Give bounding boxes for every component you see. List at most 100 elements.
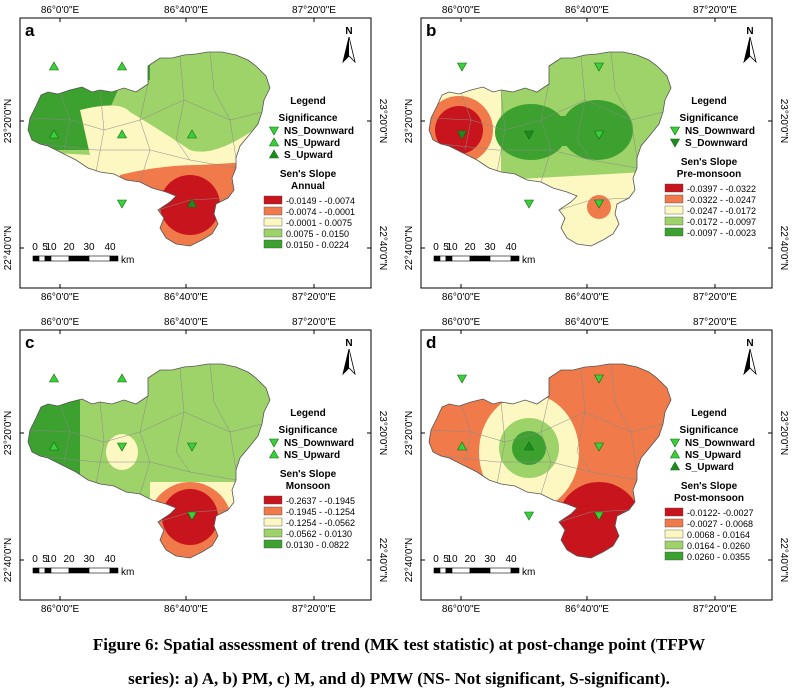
svg-text:0: 0 <box>433 242 439 253</box>
svg-text:40: 40 <box>505 554 517 565</box>
lon-label-bottom: 87°20'0"E <box>693 604 737 615</box>
ns-downward-marker <box>186 442 198 452</box>
svg-text:N: N <box>746 26 753 37</box>
lon-label-bottom: 87°20'0"E <box>292 292 336 303</box>
district-outline <box>428 51 672 247</box>
map-svg-d: 86°0'0"E 86°0'0"E 86°40'0"E 86°40'0"E 87°20'… <box>404 317 789 615</box>
scale-bar: 0 510 20 30 40 km <box>433 242 535 266</box>
legend-season: Post-monsoon <box>674 493 744 504</box>
lat-label-right: 23°20'0"N <box>778 99 789 144</box>
svg-text:0: 0 <box>433 554 439 565</box>
lon-label-top: 87°20'0"E <box>292 5 336 16</box>
svg-text:5: 5 <box>443 554 449 565</box>
map-panel-a: 86°0'0"E 86°0'0"E 86°40'0"E 86°40'0"E 87°20'… <box>0 0 397 315</box>
lat-label-right: 23°20'0"N <box>377 99 388 144</box>
svg-text:Significance: Significance <box>680 113 739 124</box>
map-panel-d: 86°0'0"E 86°0'0"E 86°40'0"E 86°40'0"E 87°20'… <box>401 312 798 627</box>
svg-text:km: km <box>121 567 134 578</box>
s-upward-marker <box>669 461 681 471</box>
svg-text:10: 10 <box>446 554 458 565</box>
legend-class-label: -0.0122- -0.0027 <box>687 508 754 518</box>
svg-text:Significance: Significance <box>279 113 338 124</box>
panel-label: c <box>25 333 34 352</box>
caption-line-1: Figure 6: Spatial assessment of trend (M… <box>92 635 706 654</box>
svg-text:km: km <box>522 255 535 266</box>
lon-label-bottom: 86°0'0"E <box>442 292 481 303</box>
ns-downward-marker <box>116 442 128 452</box>
legend-item-s_up: S_Upward <box>685 462 734 473</box>
lat-label-left: 23°20'0"N <box>3 99 14 144</box>
lat-label-right: 22°40'0"N <box>377 226 388 271</box>
svg-text:10: 10 <box>446 242 458 253</box>
svg-text:40: 40 <box>104 554 116 565</box>
lon-label-top: 86°0'0"E <box>442 317 481 328</box>
s-upward-marker <box>523 441 535 451</box>
ns-upward-marker <box>48 373 60 383</box>
legend-class-label: -0.1254 - -0.0562 <box>286 518 355 528</box>
svg-text:km: km <box>121 255 134 266</box>
caption-line-2: series): a) A, b) PM, c) M, and d) PMW (… <box>128 669 670 688</box>
lat-label-left: 23°20'0"N <box>3 411 14 456</box>
lon-label-top: 86°0'0"E <box>41 5 80 16</box>
ns-downward-marker <box>593 199 605 209</box>
lon-label-top: 86°0'0"E <box>41 317 80 328</box>
ns-upward-marker <box>186 129 198 139</box>
lon-label-bottom: 86°0'0"E <box>41 292 80 303</box>
svg-text:Legend: Legend <box>691 96 727 107</box>
legend-class-label: 0.0068 - 0.0164 <box>687 530 750 540</box>
ns-upward-marker <box>116 61 128 71</box>
ns-downward-marker <box>669 438 681 448</box>
legend-season: Monsoon <box>286 481 330 492</box>
s-downward-marker <box>523 130 535 140</box>
svg-text:N: N <box>746 338 753 349</box>
north-arrow-icon: N <box>342 26 356 64</box>
ns-downward-marker <box>593 130 605 140</box>
s-upward-marker <box>186 198 198 208</box>
ns-upward-marker <box>268 137 280 147</box>
svg-text:Sen's Slope: Sen's Slope <box>280 469 337 480</box>
legend-item-ns_down: NS_Downward <box>284 438 354 449</box>
ns-downward-marker <box>593 442 605 452</box>
svg-text:30: 30 <box>83 554 95 565</box>
lon-label-bottom: 86°40'0"E <box>164 604 208 615</box>
legend-class-label: -0.0149 - -0.0074 <box>286 196 355 206</box>
legend-item-ns_up: NS_Upward <box>284 138 340 149</box>
ns-upward-marker <box>48 61 60 71</box>
ns-downward-marker <box>116 199 128 209</box>
lon-label-bottom: 86°40'0"E <box>565 604 609 615</box>
svg-text:0: 0 <box>32 554 38 565</box>
panel-label: d <box>426 333 436 352</box>
ns-upward-marker <box>116 129 128 139</box>
legend-class-label: 0.0130 - 0.0822 <box>286 540 349 550</box>
district-outline <box>27 51 271 247</box>
svg-text:Sen's Slope: Sen's Slope <box>681 157 738 168</box>
lat-label-left: 22°40'0"N <box>404 226 415 271</box>
map-svg-c: 86°0'0"E 86°0'0"E 86°40'0"E 86°40'0"E 87°20'… <box>3 317 388 615</box>
legend-class-label: -0.0562 - 0.0130 <box>286 529 352 539</box>
legend-class-label: -0.2637 - -0.1945 <box>286 496 355 506</box>
map-svg-b: 86°0'0"E 86°0'0"E 86°40'0"E 86°40'0"E 87°20'… <box>404 5 789 303</box>
ns-upward-marker <box>48 129 60 139</box>
ns-downward-marker <box>593 374 605 384</box>
legend-item-ns_up: NS_Upward <box>284 450 340 461</box>
svg-text:Legend: Legend <box>691 408 727 419</box>
lon-label-bottom: 86°0'0"E <box>442 604 481 615</box>
legend-class-label: -0.1945 - -0.1254 <box>286 507 355 517</box>
legend-class-label: -0.0074 - -0.0001 <box>286 207 355 217</box>
lon-label-top: 87°20'0"E <box>693 5 737 16</box>
svg-text:0: 0 <box>32 242 38 253</box>
north-arrow-icon: N <box>743 26 757 64</box>
lon-label-bottom: 86°40'0"E <box>565 292 609 303</box>
lat-label-right: 23°20'0"N <box>377 411 388 456</box>
legend-season: Annual <box>291 181 325 192</box>
ns-upward-marker <box>268 449 280 459</box>
svg-text:Significance: Significance <box>279 425 338 436</box>
district-outline <box>27 363 271 559</box>
legend-item-ns_down: NS_Downward <box>685 438 755 449</box>
ns-downward-marker <box>523 511 535 521</box>
figure-caption: Figure 6: Spatial assessment of trend (M… <box>0 628 798 696</box>
scale-bar: 0 510 20 30 40 km <box>32 554 134 578</box>
map-svg-a: 86°0'0"E 86°0'0"E 86°40'0"E 86°40'0"E 87°20'… <box>3 5 388 303</box>
svg-text:40: 40 <box>104 242 116 253</box>
